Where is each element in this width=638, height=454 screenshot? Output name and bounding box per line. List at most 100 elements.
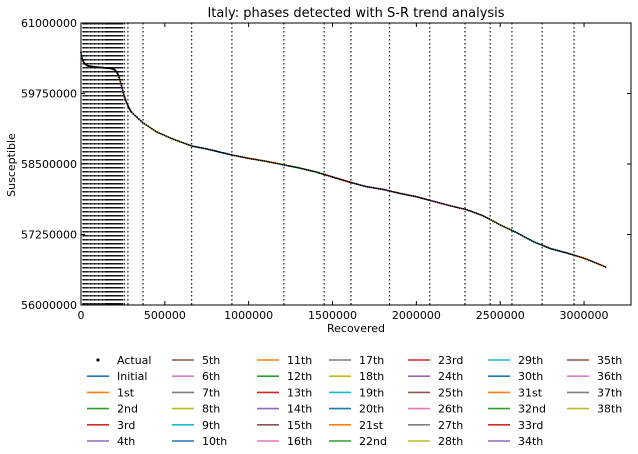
actual-point-208 [353, 182, 356, 185]
actual-point-275 [477, 213, 480, 215]
actual-point-89 [134, 114, 137, 117]
legend-label-9th: 9th [202, 419, 220, 432]
legend-item-20th: 20th [329, 403, 384, 416]
legend-label-37th: 37th [597, 386, 622, 399]
legend-item-1st: 1st [87, 386, 135, 399]
y-tick-label-3: 59750000 [21, 88, 77, 101]
actual-point-239 [410, 194, 413, 197]
actual-point-173 [289, 165, 291, 168]
actual-point-242 [416, 196, 419, 198]
actual-point-149 [244, 156, 247, 159]
actual-point-278 [482, 215, 485, 218]
legend-label-7th: 7th [202, 386, 220, 399]
actual-point-105 [163, 134, 166, 137]
legend-label-3rd: 3rd [117, 419, 135, 432]
actual-point-197 [333, 176, 336, 179]
x-tick-label-4: 2000000 [392, 309, 441, 322]
actual-point-324 [567, 252, 570, 255]
legend-item-34th: 34th [488, 435, 543, 448]
actual-point-92 [139, 119, 142, 122]
actual-point-224 [383, 188, 386, 191]
actual-point-274 [475, 212, 478, 215]
legend-label-18th: 18th [359, 370, 384, 383]
legend-item-14th: 14th [257, 403, 312, 416]
actual-point-162 [268, 161, 271, 164]
legend-item-31st: 31st [488, 386, 543, 399]
actual-point-272 [471, 211, 474, 213]
actual-point-133 [215, 150, 218, 153]
actual-point-268 [464, 208, 467, 211]
actual-point-128 [206, 148, 209, 151]
actual-point-328 [575, 254, 577, 257]
actual-point-167 [278, 163, 280, 165]
actual-point-313 [547, 246, 550, 249]
x-tick-label-1: 500000 [144, 309, 186, 322]
actual-point-220 [375, 187, 378, 190]
actual-point-227 [388, 190, 391, 192]
actual-point-146 [239, 155, 242, 158]
legend-label-36th: 36th [597, 370, 622, 383]
actual-point-327 [573, 254, 576, 257]
actual-point-302 [527, 237, 529, 240]
legend-item-33rd: 33rd [488, 419, 543, 432]
actual-point-284 [493, 221, 496, 223]
legend-label-Actual: Actual [117, 354, 151, 367]
actual-point-188 [316, 171, 319, 174]
actual-point-322 [564, 251, 566, 254]
actual-point-294 [512, 230, 515, 233]
actual-point-312 [545, 246, 548, 248]
legend-label-10th: 10th [202, 435, 227, 448]
actual-point-311 [543, 245, 546, 248]
actual-point-150 [246, 157, 249, 160]
actual-point-241 [414, 195, 417, 198]
actual-point-283 [492, 220, 494, 222]
actual-point-246 [423, 198, 426, 200]
actual-point-183 [307, 169, 310, 172]
legend-label-34th: 34th [518, 435, 543, 448]
actual-point-142 [232, 154, 234, 157]
actual-point-260 [449, 205, 452, 207]
legend-item-28th: 28th [408, 435, 463, 448]
actual-point-156 [257, 159, 260, 162]
actual-point-251 [433, 200, 435, 203]
legend-label-33rd: 33rd [518, 419, 543, 432]
actual-point-237 [407, 194, 409, 197]
actual-point-112 [176, 139, 179, 142]
legend-label-20th: 20th [359, 403, 384, 416]
actual-point-203 [344, 180, 347, 182]
legend-item-23rd: 23rd [408, 354, 463, 367]
actual-point-282 [490, 219, 493, 221]
actual-point-88 [132, 113, 135, 115]
actual-point-321 [562, 251, 564, 253]
actual-point-90 [136, 116, 138, 119]
actual-point-335 [588, 259, 590, 262]
actual-point-123 [197, 146, 199, 149]
actual-point-126 [202, 147, 205, 150]
y-axis-label: Susceptible [5, 133, 18, 197]
actual-point-4 [81, 59, 84, 61]
y-tick-label-0: 56000000 [21, 299, 77, 312]
actual-point-67 [118, 78, 121, 81]
actual-point-339 [595, 262, 598, 264]
actual-point-118 [187, 143, 190, 146]
legend-label-2nd: 2nd [117, 403, 138, 416]
actual-point-287 [499, 224, 502, 226]
actual-point-285 [495, 222, 498, 224]
actual-point-254 [438, 202, 441, 204]
legend-label-15th: 15th [287, 419, 312, 432]
actual-point-115 [182, 141, 185, 144]
actual-point-91 [138, 118, 140, 120]
actual-point-94 [143, 122, 146, 125]
legend-label-12th: 12th [287, 370, 312, 383]
legend-item-27th: 27th [408, 419, 463, 432]
actual-point-175 [292, 166, 295, 168]
actual-point-96 [147, 125, 150, 128]
legend-label-30th: 30th [518, 370, 543, 383]
actual-point-194 [327, 175, 330, 177]
actual-point-97 [149, 126, 151, 129]
actual-point-300 [523, 235, 526, 238]
legend-label-23rd: 23rd [438, 354, 463, 367]
actual-point-230 [394, 191, 397, 194]
legend-label-38th: 38th [597, 403, 622, 416]
actual-point-216 [368, 186, 371, 189]
